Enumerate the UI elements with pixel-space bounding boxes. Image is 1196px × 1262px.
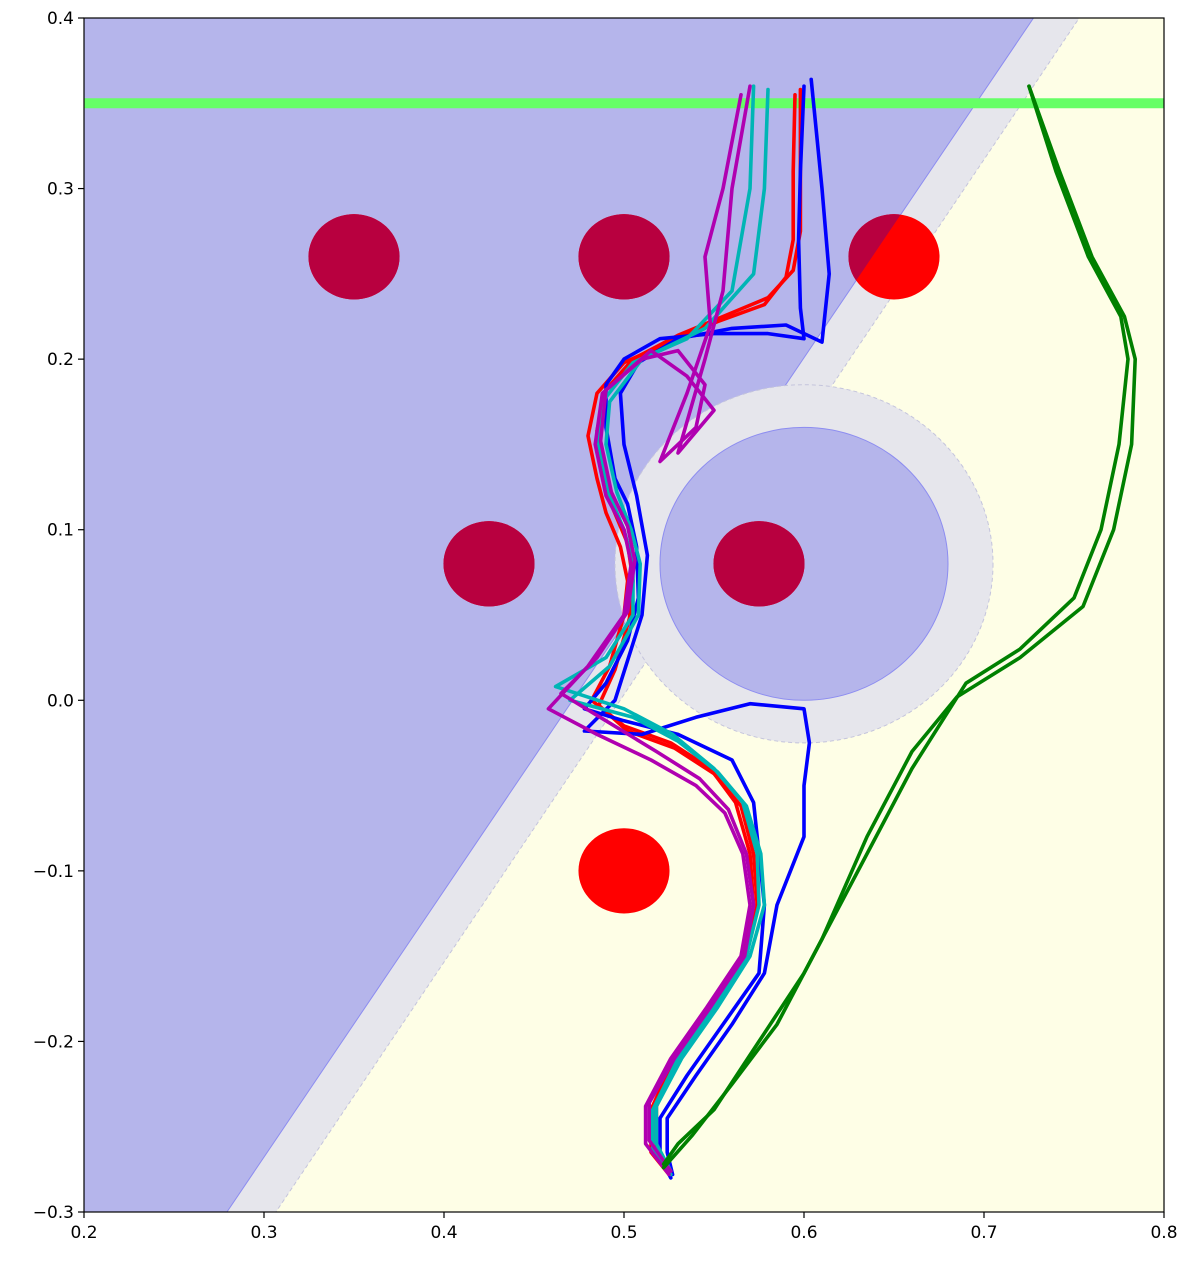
x-tick-label-0: 0.2 [70,1223,97,1243]
y-tick-label-0: −0.3 [33,1203,74,1223]
trajectory-8 [559,84,756,1173]
obstacle-5-shaded-part [713,521,805,607]
obstacle-1 [308,214,400,300]
obstacle-1-shaded-part [308,214,400,300]
x-tick-label-1: 0.3 [250,1223,277,1243]
y-tick-label-5: 0.2 [47,350,74,370]
x-tick-label-6: 0.8 [1150,1223,1177,1243]
obstacle-2 [578,214,670,300]
x-axis: 0.2 0.3 0.4 0.5 0.6 0.7 0.8 [70,1212,1178,1243]
trajectory-9 [661,84,1130,1166]
obstacle-2-shaded-part [578,214,670,300]
trajectory-7 [546,93,752,1177]
trajectory-4 [582,77,831,1177]
trajectory-3 [582,84,806,1180]
y-tick-label-7: 0.4 [47,9,74,29]
trajectory-10 [661,84,1137,1170]
series-layer [546,77,1137,1180]
y-axis: −0.3 −0.2 −0.1 0.0 0.1 0.2 0.3 0.4 [33,9,84,1223]
obstacle-3 [848,214,940,300]
half-plane-unsafe-region [84,18,1035,1212]
obstacle-4-shaded-part [443,521,535,607]
trajectory-5 [553,84,761,1177]
x-tick-label-3: 0.5 [610,1223,637,1243]
x-tick-label-4: 0.6 [790,1223,817,1243]
y-tick-label-4: 0.1 [47,521,74,541]
obstacle-4 [443,521,535,607]
obstacle-6 [578,828,670,914]
y-tick-label-1: −0.2 [33,1032,74,1052]
y-tick-label-3: 0.0 [47,691,74,711]
x-tick-label-5: 0.7 [970,1223,997,1243]
obstacle-6-disc [578,828,670,914]
y-tick-label-2: −0.1 [33,862,74,882]
obstacle-5 [713,521,805,607]
obstacle-layer [308,214,940,914]
region-layer [84,18,1164,1212]
y-tick-label-6: 0.3 [47,180,74,200]
x-tick-label-2: 0.4 [430,1223,457,1243]
